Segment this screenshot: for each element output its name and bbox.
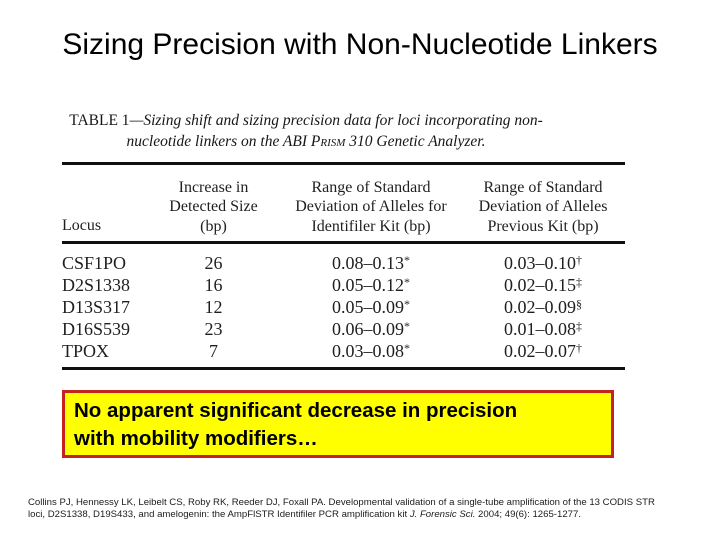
column-header-identifiler: Range of Standard Deviation of Alleles f… bbox=[281, 178, 461, 237]
table-row: D16S539 23 0.06–0.09* 0.01–0.08‡ bbox=[62, 318, 625, 340]
callout-text-line: No apparent significant decrease in prec… bbox=[74, 399, 518, 422]
table-header-row: Locus Increase in Detected Size (bp) Ran… bbox=[62, 170, 625, 236]
range-value: 0.02–0.15 bbox=[504, 275, 576, 295]
range-value: 0.06–0.09 bbox=[332, 319, 404, 339]
footnote-mark: § bbox=[576, 297, 582, 311]
citation-line-2: loci, D2S1338, D19S433, and amelogenin: … bbox=[28, 509, 708, 521]
range-value: 0.05–0.09 bbox=[332, 297, 404, 317]
table-rule-top bbox=[62, 162, 625, 165]
cell-increase: 26 bbox=[204, 253, 223, 273]
callout-box: No apparent significant decrease in prec… bbox=[62, 390, 614, 458]
column-header-line: Identifiler Kit (bp) bbox=[311, 217, 431, 235]
range-value: 0.02–0.07 bbox=[504, 341, 576, 361]
range-value: 0.01–0.08 bbox=[504, 319, 576, 339]
cell-locus: CSF1PO bbox=[62, 253, 127, 273]
cell-locus: D2S1338 bbox=[62, 275, 131, 295]
column-header-increase: Increase in Detected Size (bp) bbox=[146, 178, 281, 237]
table-caption-label: TABLE 1 bbox=[69, 112, 130, 129]
table-row: D2S1338 16 0.05–0.12* 0.02–0.15‡ bbox=[62, 274, 625, 296]
column-header-line: Previous Kit (bp) bbox=[487, 217, 599, 235]
column-header-line: Range of Standard bbox=[483, 178, 603, 196]
cell-previous-range: 0.02–0.07† bbox=[461, 340, 625, 362]
column-header-locus: Locus bbox=[62, 216, 146, 237]
cell-increase: 23 bbox=[204, 319, 223, 339]
cell-previous-range: 0.01–0.08‡ bbox=[461, 318, 625, 340]
footnote-mark: † bbox=[576, 253, 582, 267]
table-caption: TABLE 1—Sizing shift and sizing precisio… bbox=[56, 110, 556, 152]
citation-text: 2004; 49(6): 1265-1277. bbox=[475, 508, 582, 520]
table-row: TPOX 7 0.03–0.08* 0.02–0.07† bbox=[62, 340, 625, 362]
footnote-mark: * bbox=[404, 319, 410, 333]
column-header-line: Deviation of Alleles for bbox=[295, 198, 447, 215]
footnote-mark: * bbox=[404, 341, 410, 355]
slide-title: Sizing Precision with Non-Nucleotide Lin… bbox=[62, 28, 658, 61]
cell-previous-range: 0.02–0.15‡ bbox=[461, 274, 625, 296]
table-figure: TABLE 1—Sizing shift and sizing precisio… bbox=[62, 110, 625, 372]
column-header-previous: Range of Standard Deviation of Alleles P… bbox=[461, 178, 625, 237]
footnote-mark: ‡ bbox=[576, 275, 582, 289]
citation-line-1: Collins PJ, Hennessy LK, Leibelt CS, Rob… bbox=[28, 497, 655, 508]
cell-identifiler-range: 0.05–0.12* bbox=[281, 274, 461, 296]
citation-journal: J. Forensic Sci. bbox=[409, 508, 476, 520]
range-value: 0.02–0.09 bbox=[504, 297, 576, 317]
cell-identifiler-range: 0.03–0.08* bbox=[281, 340, 461, 362]
cell-locus: D16S539 bbox=[62, 319, 131, 339]
citation-text: loci, D2S1338, D19S433, and amelogenin: … bbox=[28, 508, 410, 520]
footnote-mark: ‡ bbox=[576, 319, 582, 333]
cell-locus: TPOX bbox=[62, 341, 110, 361]
column-header-line: Detected Size bbox=[169, 198, 258, 215]
footnote-mark: * bbox=[404, 253, 410, 267]
table-body: CSF1PO 26 0.08–0.13* 0.03–0.10† D2S1338 … bbox=[62, 252, 625, 362]
cell-increase: 12 bbox=[204, 297, 223, 317]
column-header-line: Range of Standard bbox=[311, 178, 431, 196]
column-header-line: (bp) bbox=[200, 217, 227, 235]
table-caption-prism: Prism bbox=[310, 133, 346, 150]
cell-locus: D13S317 bbox=[62, 297, 131, 317]
cell-identifiler-range: 0.08–0.13* bbox=[281, 252, 461, 274]
citation: Collins PJ, Hennessy LK, Leibelt CS, Rob… bbox=[28, 497, 708, 520]
range-value: 0.05–0.12 bbox=[332, 275, 404, 295]
cell-increase: 16 bbox=[204, 275, 223, 295]
table-rule-bottom bbox=[62, 367, 625, 370]
table-row: D13S317 12 0.05–0.09* 0.02–0.09§ bbox=[62, 296, 625, 318]
column-header-line: Increase in bbox=[178, 178, 249, 196]
cell-previous-range: 0.03–0.10† bbox=[461, 252, 625, 274]
table-caption-body: —Sizing shift and sizing precision data … bbox=[126, 112, 543, 150]
cell-identifiler-range: 0.06–0.09* bbox=[281, 318, 461, 340]
range-value: 0.08–0.13 bbox=[332, 253, 404, 273]
table-rule-middle bbox=[62, 241, 625, 244]
footnote-mark: * bbox=[404, 297, 410, 311]
column-header-line: Locus bbox=[62, 216, 102, 234]
range-value: 0.03–0.10 bbox=[504, 253, 576, 273]
cell-identifiler-range: 0.05–0.09* bbox=[281, 296, 461, 318]
column-header-line: Deviation of Alleles bbox=[478, 198, 608, 215]
footnote-mark: * bbox=[404, 275, 410, 289]
footnote-mark: † bbox=[576, 341, 582, 355]
table-caption-body-end: 310 Genetic Analyzer. bbox=[345, 133, 486, 150]
callout-text-line: with mobility modifiers… bbox=[74, 427, 318, 450]
cell-previous-range: 0.02–0.09§ bbox=[461, 296, 625, 318]
range-value: 0.03–0.08 bbox=[332, 341, 404, 361]
table-row: CSF1PO 26 0.08–0.13* 0.03–0.10† bbox=[62, 252, 625, 274]
cell-increase: 7 bbox=[209, 341, 218, 361]
